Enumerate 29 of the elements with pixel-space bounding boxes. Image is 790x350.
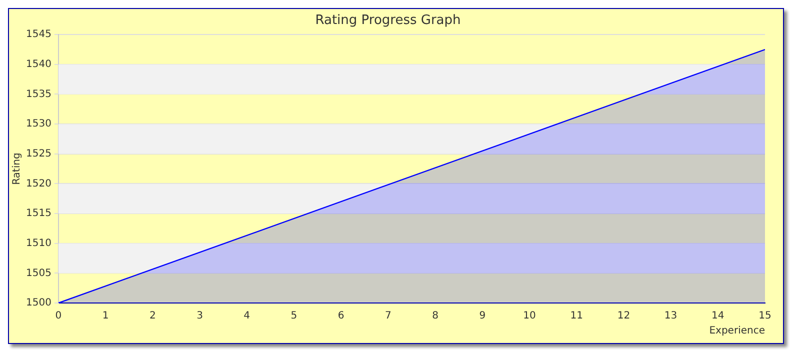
x-tick-label: 11 [570,310,583,322]
y-tick-label: 1515 [26,208,52,220]
y-tick-label: 1510 [26,238,52,249]
x-tick-label: 5 [290,310,298,322]
x-tick-label: 13 [664,310,678,322]
x-tick-label: 14 [712,310,724,322]
y-tick-label: 1500 [26,298,52,309]
x-tick-label: 6 [338,310,344,322]
x-tick-label: 15 [758,310,772,322]
x-tick-label: 9 [479,310,486,322]
x-tick-label: 8 [432,310,438,322]
x-tick-label: 0 [55,310,62,322]
y-tick-label: 1525 [26,148,52,160]
x-tick-label: 10 [523,310,536,322]
x-tick-label: 12 [617,310,630,322]
x-tick-label: 1 [102,310,109,322]
chart-title: Rating Progress Graph [315,13,461,28]
y-tick-label: 1545 [26,29,52,40]
y-tick-label: 1520 [26,178,52,190]
y-tick-label: 1505 [26,268,52,279]
y-tick-label: 1535 [26,88,52,100]
y-axis-title: Rating [12,152,23,185]
x-tick-label: 2 [149,310,156,322]
y-tick-label: 1540 [26,59,52,70]
x-tick-label: 4 [244,310,250,322]
y-tick-label: 1530 [26,118,52,130]
x-axis-title: Experience [709,326,765,337]
x-tick-label: 7 [384,310,392,322]
x-tick-label: 3 [196,310,203,322]
